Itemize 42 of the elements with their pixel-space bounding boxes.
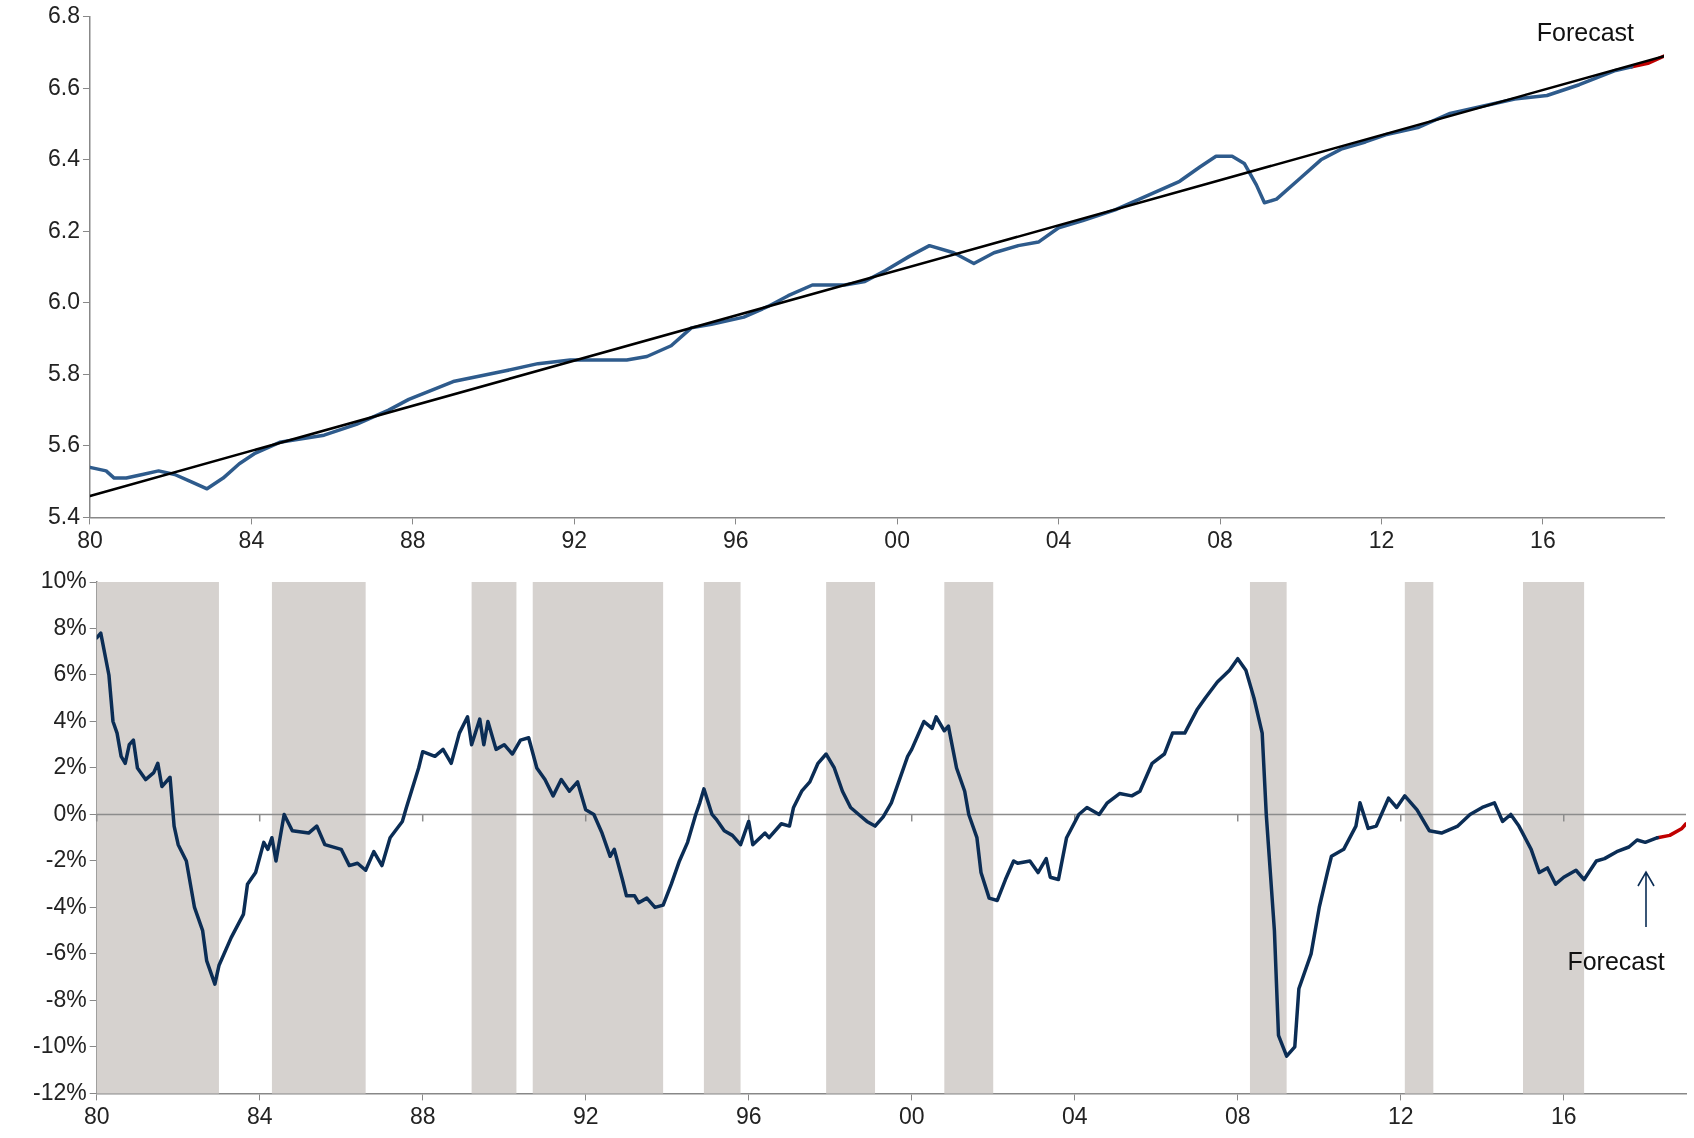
x-tick-label: 96 — [735, 1102, 762, 1129]
x-tick-label: 96 — [722, 526, 749, 553]
x-tick-label: 04 — [1045, 526, 1072, 553]
y-tick-label: -10% — [32, 1032, 87, 1059]
x-tick-label: 16 — [1530, 526, 1556, 553]
x-tick-label: 88 — [400, 526, 426, 553]
y-tick-label: 6% — [53, 660, 87, 687]
y-tick-label: 6.0 — [47, 288, 80, 315]
y-tick-label: 6.6 — [47, 73, 80, 100]
x-tick-label: 08 — [1207, 526, 1233, 553]
annotation: Forecast — [1536, 17, 1635, 46]
x-tick-label: 12 — [1368, 526, 1395, 553]
x-tick-label: 16 — [1550, 1102, 1577, 1129]
x-tick-label: 92 — [572, 1102, 599, 1129]
y-tick-label: 6.8 — [47, 2, 80, 29]
y-tick-label: -12% — [32, 1078, 87, 1105]
y-tick-label: 2% — [53, 753, 87, 780]
y-tick-label: 6.2 — [47, 216, 80, 243]
y-tick-label: 5.8 — [47, 359, 80, 386]
y-tick-label: 6.4 — [47, 145, 81, 172]
x-tick-label: 88 — [409, 1102, 436, 1129]
y-tick-label: -4% — [45, 892, 87, 919]
y-tick-label: 5.6 — [47, 431, 80, 458]
x-tick-label: 80 — [83, 1102, 110, 1129]
y-tick-label: 0% — [53, 799, 87, 826]
y-tick-label: -2% — [45, 846, 87, 873]
x-tick-label: 92 — [561, 526, 588, 553]
x-tick-label: 12 — [1387, 1102, 1414, 1129]
x-tick-label: 00 — [898, 1102, 925, 1129]
x-tick-label: 84 — [246, 1102, 273, 1129]
y-tick-label: -8% — [45, 985, 87, 1012]
x-tick-label: 08 — [1224, 1102, 1251, 1129]
x-tick-label: 00 — [884, 526, 910, 553]
x-tick-label: 80 — [77, 526, 103, 553]
y-tick-label: 10% — [40, 567, 87, 594]
y-tick-label: 5.4 — [47, 502, 81, 529]
y-tick-label: -6% — [45, 939, 87, 966]
y-tick-label: 4% — [53, 706, 87, 733]
annotation: Forecast — [1567, 946, 1665, 975]
x-tick-label: 84 — [238, 526, 265, 553]
x-tick-label: 04 — [1061, 1102, 1088, 1129]
y-tick-label: 8% — [53, 613, 87, 640]
